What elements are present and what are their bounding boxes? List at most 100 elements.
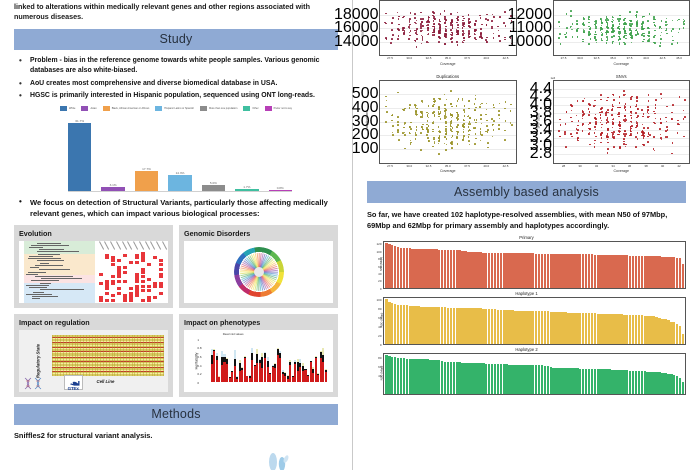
scatter-point [631,35,633,37]
scatter-point [623,90,625,92]
scatter-point [404,30,406,32]
scatter-point [410,30,412,32]
scatter-point [613,20,615,22]
scatter-point [432,146,434,148]
scatter-point [397,121,399,123]
scatter-point [444,19,446,21]
scatter-point [445,121,447,123]
scatter-point [655,25,657,27]
scatter-point [607,19,609,21]
study-bullet-text: - bias in the reference genome towards w… [30,57,320,74]
scatter-point [486,125,488,127]
scatter-point [450,29,452,31]
scatter-point [600,134,602,136]
scatter-point [416,38,418,40]
scatter-point [504,108,506,110]
scatter-point [583,24,585,26]
evolution-heatmap-cell [105,256,109,259]
scatter-point [397,38,399,40]
scatter-point [432,11,434,13]
scatter-plot-area: 12000 11000 10000 [553,0,691,56]
scatter-point [660,134,662,136]
scatter-point [577,100,579,102]
demographics-bar-value: 5.0% [202,181,225,185]
scatter-x-label: Coverage [553,169,691,173]
scatter-point [606,33,608,35]
evolution-heatmap-cell [117,259,121,262]
scatter-point [590,27,592,29]
scatter-point [462,30,464,32]
evolution-heatmap-cell [141,271,145,274]
scatter-point [583,100,585,102]
demographics-legend-item: Asian [81,106,96,111]
scatter-point [493,107,495,109]
scatter-point [595,118,597,120]
scatter-row: Duplications 500 400 300 200 100 27.5 30.0 32.5 3… [353,68,700,176]
evolution-figure [19,241,168,303]
scatter-point [392,114,394,116]
scatter-point [677,132,679,134]
left-column: linked to alterations within medically r… [0,0,352,470]
demographics-bar-value: 17.7% [135,167,158,171]
scatter-point [607,148,609,150]
scatter-x-tick: 30.0 [406,56,412,60]
scatter-point [432,131,434,133]
scatter-point [660,35,662,37]
scatter-point [475,122,477,124]
scatter-point [636,117,638,119]
scatter-point [641,34,643,36]
scatter-point [457,143,459,145]
scatter-point [625,146,627,148]
scatter-point [475,98,477,100]
evolution-heatmap-cell [159,259,163,262]
scatter-point [631,113,633,115]
scatter-point [475,20,477,22]
phenotypes-y-tick: 0.8 [197,346,201,350]
scatter-point [683,23,685,25]
scatter-point [624,107,626,109]
scatter-point [566,13,568,15]
scatter-x-tick: 32 [595,164,598,168]
scatter-point [602,33,604,35]
scatter-point [410,128,412,130]
scatter-point [433,20,435,22]
phenotypes-y-tick: 0.4 [197,364,201,368]
scatter-point [422,30,424,32]
scatter-plot-area: 500 400 300 200 100 [379,80,517,164]
regulation-cellline-tick [72,335,73,376]
scatter-point [671,153,673,155]
scatter-point [403,127,405,129]
regulation-cellline-tick [57,335,58,376]
scatter-point [426,25,428,27]
scatter-point [438,140,440,142]
scatter-plot-area: 18000 16000 14000 [379,0,517,56]
phenotypes-bar [325,369,327,382]
scatter-x-tick-row: 27.5 30.0 32.5 35.0 37.5 40.0 42.5 45.0 [553,56,691,61]
scatter-point [600,18,602,20]
scatter-point [643,134,645,136]
scatter-point [612,133,614,135]
scatter-point [636,16,638,18]
scatter-point [422,19,424,21]
scatter-point [678,32,680,34]
scatter-x-tick: 42.5 [503,164,509,168]
scatter-point [624,115,626,117]
scatter-point [601,127,603,129]
scatter-point [577,137,579,139]
demographics-legend-item: Other [243,106,258,111]
scatter-point [595,114,597,116]
evolution-tree-branch [40,263,49,264]
scatter-point [631,122,633,124]
scatter-point [420,30,422,32]
scatter-point [456,136,458,138]
scatter-point [635,15,637,17]
scatter-point [504,139,506,141]
scatter-point [612,21,614,23]
scatter-x-tick: 38 [644,164,647,168]
scatter-point [469,117,471,119]
scatter-point [559,26,561,28]
scatter-point [595,22,597,24]
scatter-point [629,30,631,32]
scatter-point [655,107,657,109]
scatter-point [480,118,482,120]
